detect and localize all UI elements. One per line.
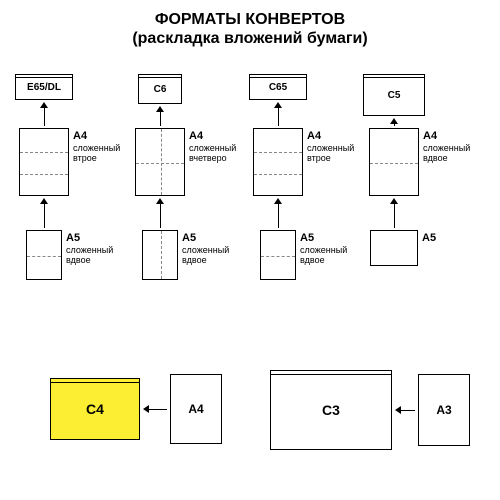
side-label: A5сложенныйвдвое [66,232,113,265]
paper-sub: вчетверо [189,153,236,163]
paper-title: A4 [189,130,236,143]
paper-sub: сложенный [423,143,470,153]
paper-title: A5 [66,232,113,245]
fold-line-h [20,174,68,175]
box-label: A3 [436,403,451,417]
diagram-stage: E65/DLA4сложенныйвтроеA5сложенныйвдвоеC6… [0,0,500,500]
a5-sheet [370,230,418,266]
paper-title: A4 [423,130,470,143]
envelope-flap-line [271,374,391,375]
paper-sub: сложенный [66,245,113,255]
paper-sub: вдвое [182,255,229,265]
paper-sub: сложенный [300,245,347,255]
envelope-C5: C5 [363,74,425,116]
fold-line-v [161,129,162,195]
paper-sub: вдвое [423,153,470,163]
paper-sub: сложенный [182,245,229,255]
paper-sub: вдвое [66,255,113,265]
paper-title: A5 [422,232,436,245]
a5-sheet [260,230,296,280]
side-label: A4сложенныйвтрое [307,130,354,163]
a4-sheet [19,128,69,196]
paper-title: A4 [307,130,354,143]
paper-sub: сложенный [189,143,236,153]
paper-title: A5 [300,232,347,245]
box-label: C3 [322,402,340,418]
box-label: A4 [188,402,203,416]
envelope-flap-line [16,77,72,78]
paper-title: A4 [73,130,120,143]
a4-sheet [135,128,185,196]
a4-sheet [369,128,419,196]
side-label: A5сложенныйвдвое [300,232,347,265]
envelope-label: C65 [269,82,287,93]
a4-sheet-bottom: A4 [170,374,222,444]
side-label: A5сложенныйвдвое [182,232,229,265]
envelope-C4: C4 [50,378,140,440]
fold-line-h [27,256,61,257]
fold-line-h [254,174,302,175]
envelope-label: E65/DL [27,82,61,93]
envelope-C6: C6 [138,74,182,104]
side-label: A4сложенныйвчетверо [189,130,236,163]
fold-line-h [370,163,418,164]
paper-sub: сложенный [307,143,354,153]
envelope-label: C6 [154,84,167,95]
side-label: A5 [422,232,436,245]
fold-line-v [161,231,162,279]
envelope-label: C5 [388,90,401,101]
envelope-flap-line [51,382,139,383]
a4-sheet [253,128,303,196]
a5-sheet [26,230,62,280]
paper-sub: втрое [307,153,354,163]
paper-sub: вдвое [300,255,347,265]
envelope-C3: C3 [270,370,392,450]
fold-line-h [261,256,295,257]
side-label: A4сложенныйвдвое [423,130,470,163]
envelope-label: C4 [86,401,104,417]
envelope-flap-line [250,77,306,78]
paper-sub: сложенный [73,143,120,153]
fold-line-h [20,152,68,153]
paper-sub: втрое [73,153,120,163]
fold-line-h [254,152,302,153]
a3-sheet: A3 [418,374,470,446]
fold-line-h [136,163,184,164]
a5-sheet [142,230,178,280]
envelope-flap-line [364,77,424,78]
paper-title: A5 [182,232,229,245]
envelope-flap-line [139,77,181,78]
side-label: A4сложенныйвтрое [73,130,120,163]
